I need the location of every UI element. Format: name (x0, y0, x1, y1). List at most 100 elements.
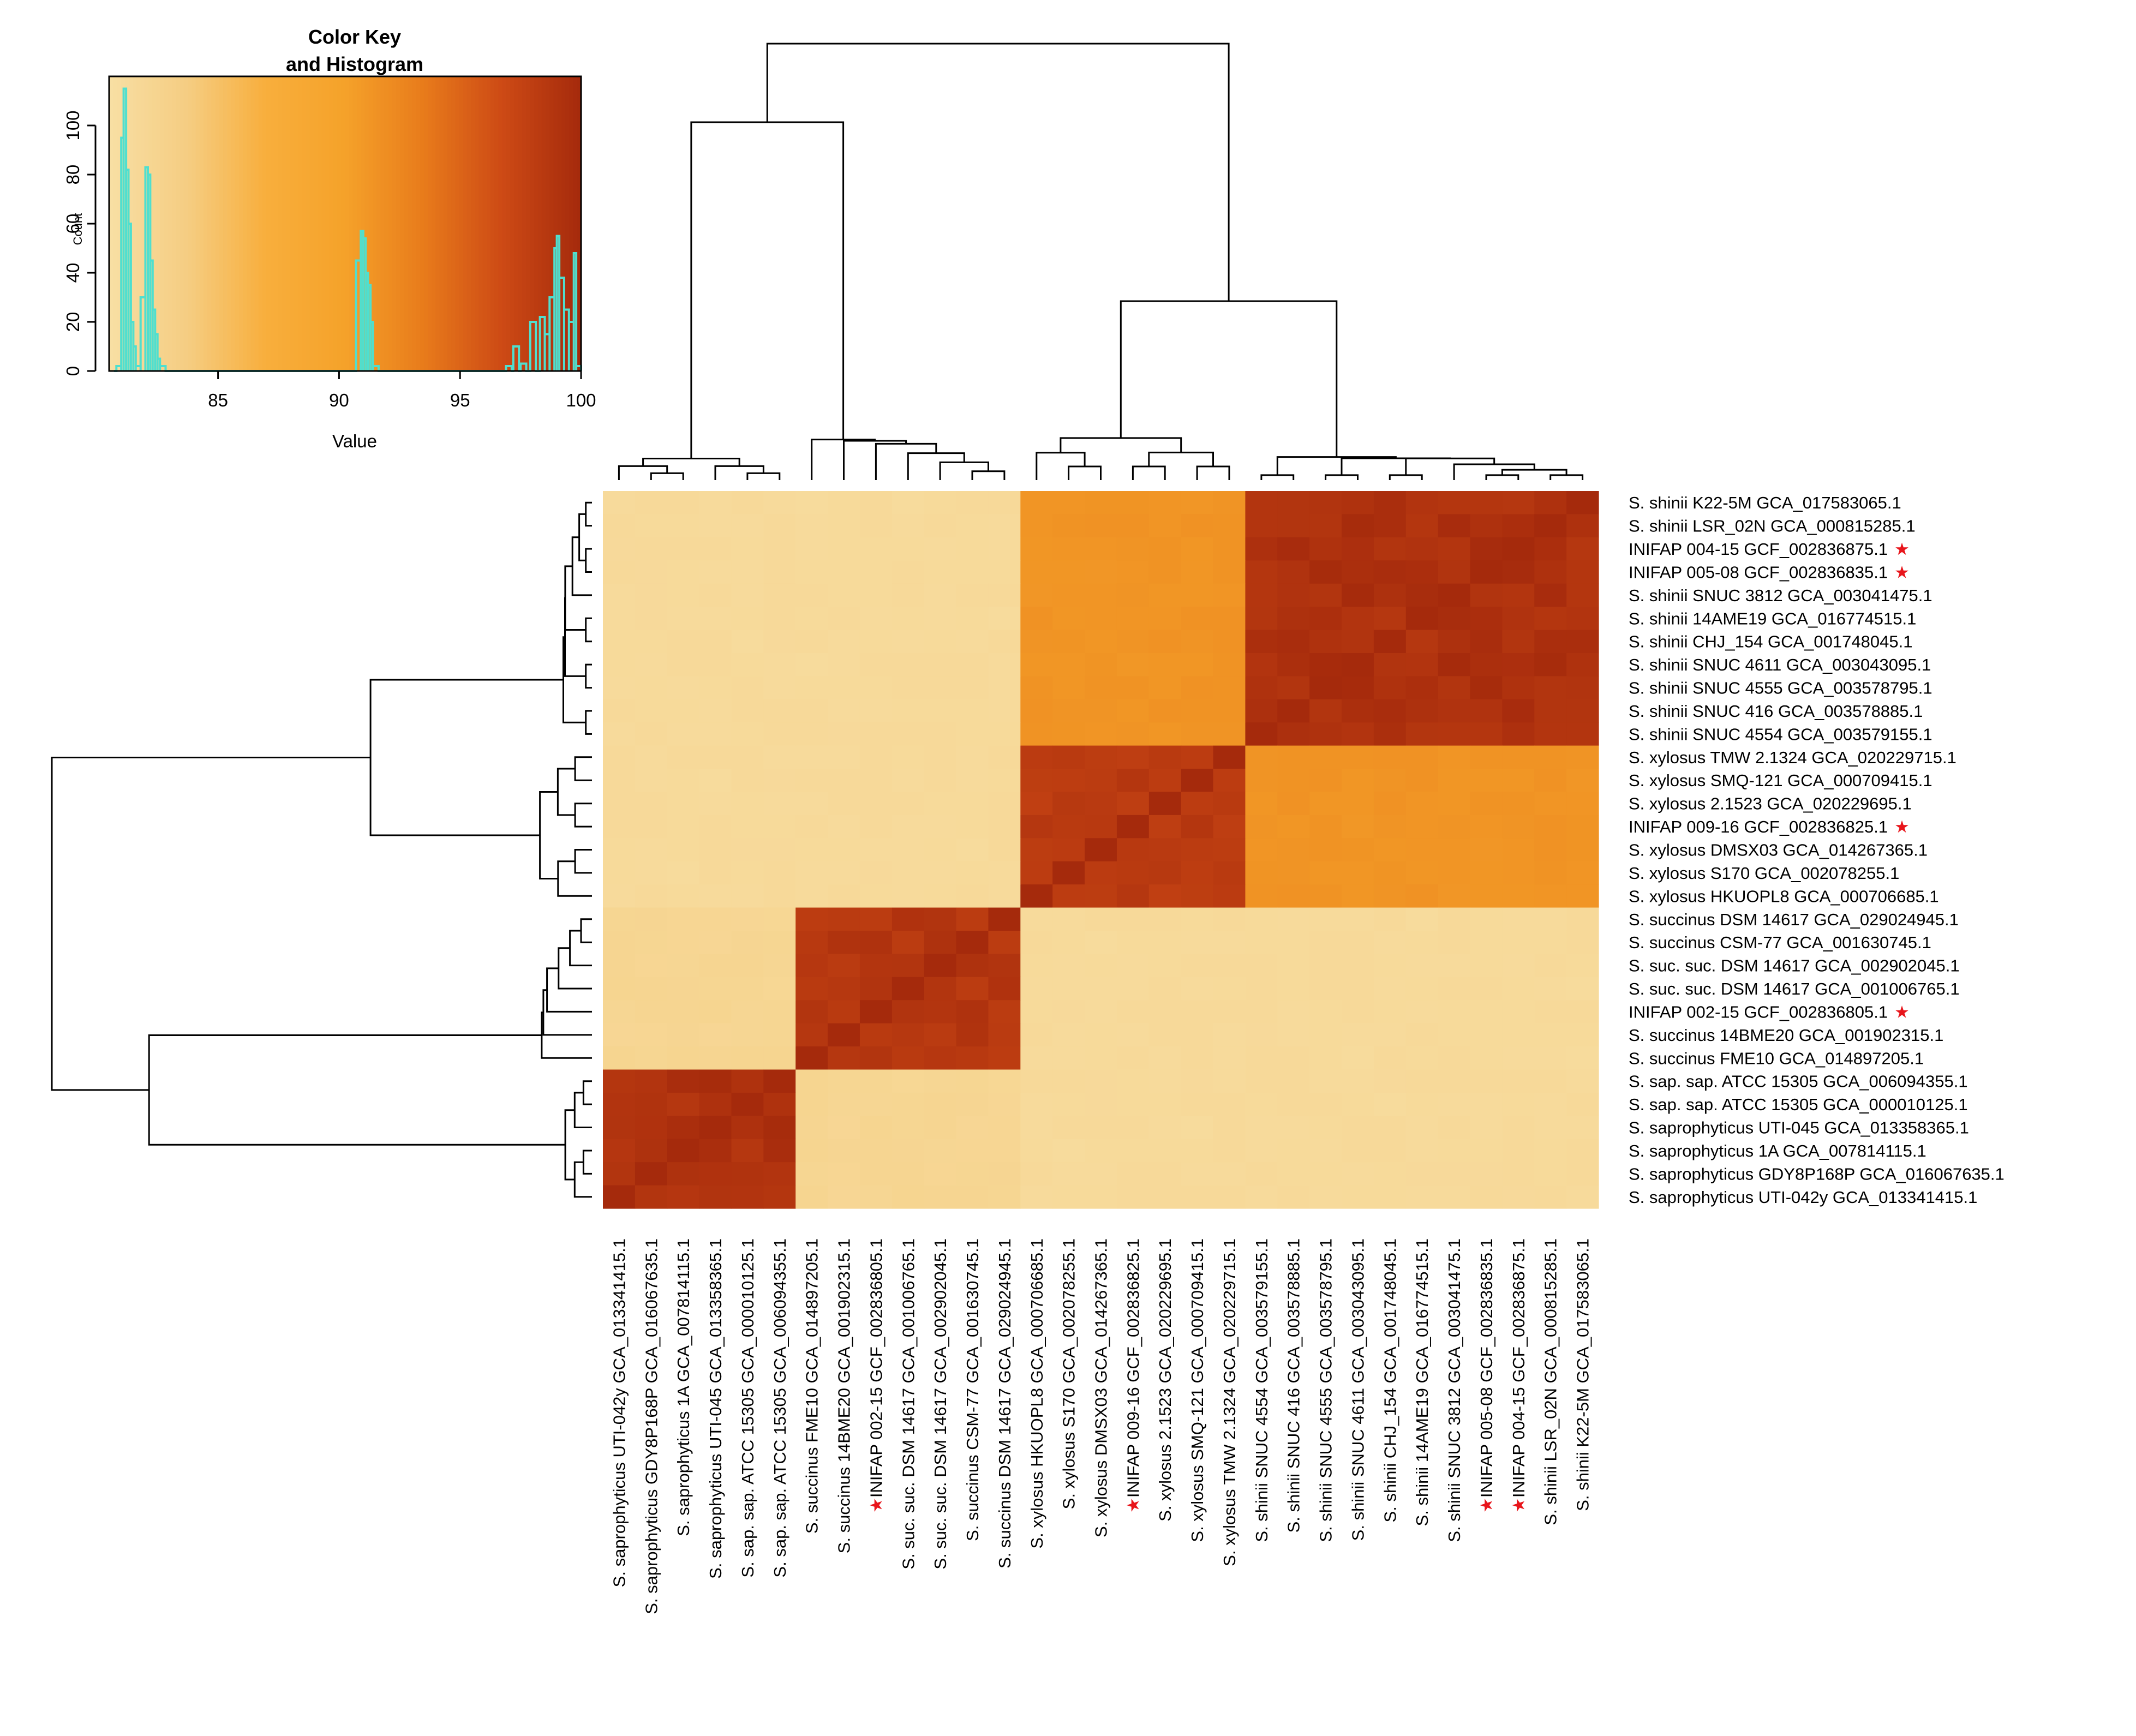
color-key-band (368, 76, 373, 371)
column-label: S. saprophyticus UTI-042y GCA_013341415.… (609, 1238, 629, 1587)
heatmap-cell (988, 1046, 1021, 1070)
heatmap-cell (828, 954, 860, 978)
heatmap-cell (1245, 1162, 1278, 1186)
color-key-band (227, 76, 232, 371)
heatmap-cell (988, 815, 1021, 839)
heatmap-cell (1085, 1000, 1117, 1024)
heatmap-cell (795, 583, 828, 607)
row-label: S. succinus FME10 GCA_014897205.1 (1629, 1049, 1924, 1068)
row-label: S. suc. suc. DSM 14617 GCA_002902045.1 (1629, 956, 1960, 975)
heatmap-cell (731, 1023, 764, 1047)
heatmap-cell (763, 884, 796, 908)
heatmap-cell (1534, 1023, 1567, 1047)
heatmap-cell (795, 722, 828, 746)
color-key-band (518, 76, 523, 371)
heatmap-cell (1277, 630, 1310, 654)
dendrogram-branch (573, 1161, 592, 1198)
heatmap-cell (956, 653, 989, 677)
heatmap-cell (892, 954, 925, 978)
heatmap-cell (1470, 1185, 1503, 1209)
heatmap-cell (1373, 722, 1407, 746)
heatmap-cell (828, 653, 860, 677)
color-key-band (152, 76, 157, 371)
x-tick-label: 100 (566, 390, 596, 410)
dendrogram-branch (564, 597, 586, 677)
heatmap-cell (1052, 815, 1085, 839)
heatmap-cell (1502, 1000, 1535, 1024)
heatmap-cell (1085, 930, 1117, 954)
heatmap-cell (1020, 722, 1053, 746)
heatmap-cell (1470, 838, 1503, 862)
heatmap-cell (667, 884, 700, 908)
heatmap-cell (1085, 907, 1117, 931)
dendrogram-branch (1196, 465, 1230, 480)
heatmap-cell (924, 1023, 957, 1047)
heatmap-cell (859, 722, 893, 746)
color-key-band (475, 76, 480, 371)
heatmap-cell (828, 792, 860, 816)
heatmap-cell (1020, 1139, 1053, 1163)
color-key-band (144, 76, 149, 371)
heatmap-cell (859, 653, 893, 677)
heatmap-cell (1566, 722, 1599, 746)
row-label: S. shinii SNUC 416 GCA_003578885.1 (1629, 702, 1923, 721)
heatmap-cell (892, 1185, 925, 1209)
heatmap-cell (667, 907, 700, 931)
heatmap-cell (924, 745, 957, 769)
heatmap-cell (1052, 861, 1085, 885)
dendrogram-branch (1405, 457, 1495, 475)
heatmap-cell (1116, 653, 1150, 677)
heatmap-cell (1534, 884, 1567, 908)
heatmap-cell (1470, 930, 1503, 954)
heatmap-cell (763, 838, 796, 862)
heatmap-cell (1277, 560, 1310, 584)
heatmap-cell (859, 954, 893, 978)
heatmap-cell (635, 560, 668, 584)
heatmap-cell (731, 607, 764, 631)
heatmap-cell (1116, 745, 1150, 769)
heatmap-cell (1148, 1046, 1182, 1070)
color-key-band (553, 76, 558, 371)
heatmap-cell (1116, 537, 1150, 561)
heatmap-cell (795, 815, 828, 839)
color-key-band (451, 76, 456, 371)
heatmap-cell (699, 1185, 732, 1209)
heatmap-cell (1502, 1046, 1535, 1070)
heatmap-cell (635, 630, 668, 654)
heatmap-cell (859, 769, 893, 793)
color-key-band (345, 76, 350, 371)
heatmap-cell (1342, 560, 1374, 584)
heatmap-cell (892, 1023, 925, 1047)
heatmap-cell (1566, 838, 1599, 862)
dendrogram-branch (1060, 437, 1182, 453)
x-tick-label: 90 (329, 390, 349, 410)
heatmap-cell (763, 1185, 796, 1209)
column-label: S. suc. suc. DSM 14617 GCA_002902045.1 (931, 1238, 950, 1570)
color-key-band (423, 76, 428, 371)
color-key-band (266, 76, 271, 371)
heatmap-cell (924, 930, 957, 954)
heatmap-cell (667, 653, 700, 677)
heatmap-cell (1148, 630, 1182, 654)
heatmap-cell (1566, 1185, 1599, 1209)
heatmap-cell (1181, 1162, 1214, 1186)
heatmap-cell (1213, 1185, 1246, 1209)
heatmap-cell (699, 1162, 732, 1186)
heatmap-cell (635, 583, 668, 607)
heatmap-cell (635, 607, 668, 631)
row-label: S. saprophyticus 1A GCA_007814115.1 (1629, 1141, 1926, 1160)
heatmap-cell (731, 1092, 764, 1116)
heatmap-cell (1342, 838, 1374, 862)
heatmap-cell (1502, 769, 1535, 793)
color-key-band (427, 76, 432, 371)
heatmap-cell (892, 815, 925, 839)
heatmap-cell (699, 1000, 732, 1024)
heatmap-cell (1342, 699, 1374, 723)
heatmap-cell (828, 1023, 860, 1047)
color-key-subtitle: and Histogram (286, 53, 423, 75)
heatmap-cell (1277, 1162, 1310, 1186)
color-key-band (258, 76, 263, 371)
heatmap-cell (1373, 1000, 1407, 1024)
heatmap-cell (763, 1069, 796, 1093)
heatmap-cell (1470, 1069, 1503, 1093)
